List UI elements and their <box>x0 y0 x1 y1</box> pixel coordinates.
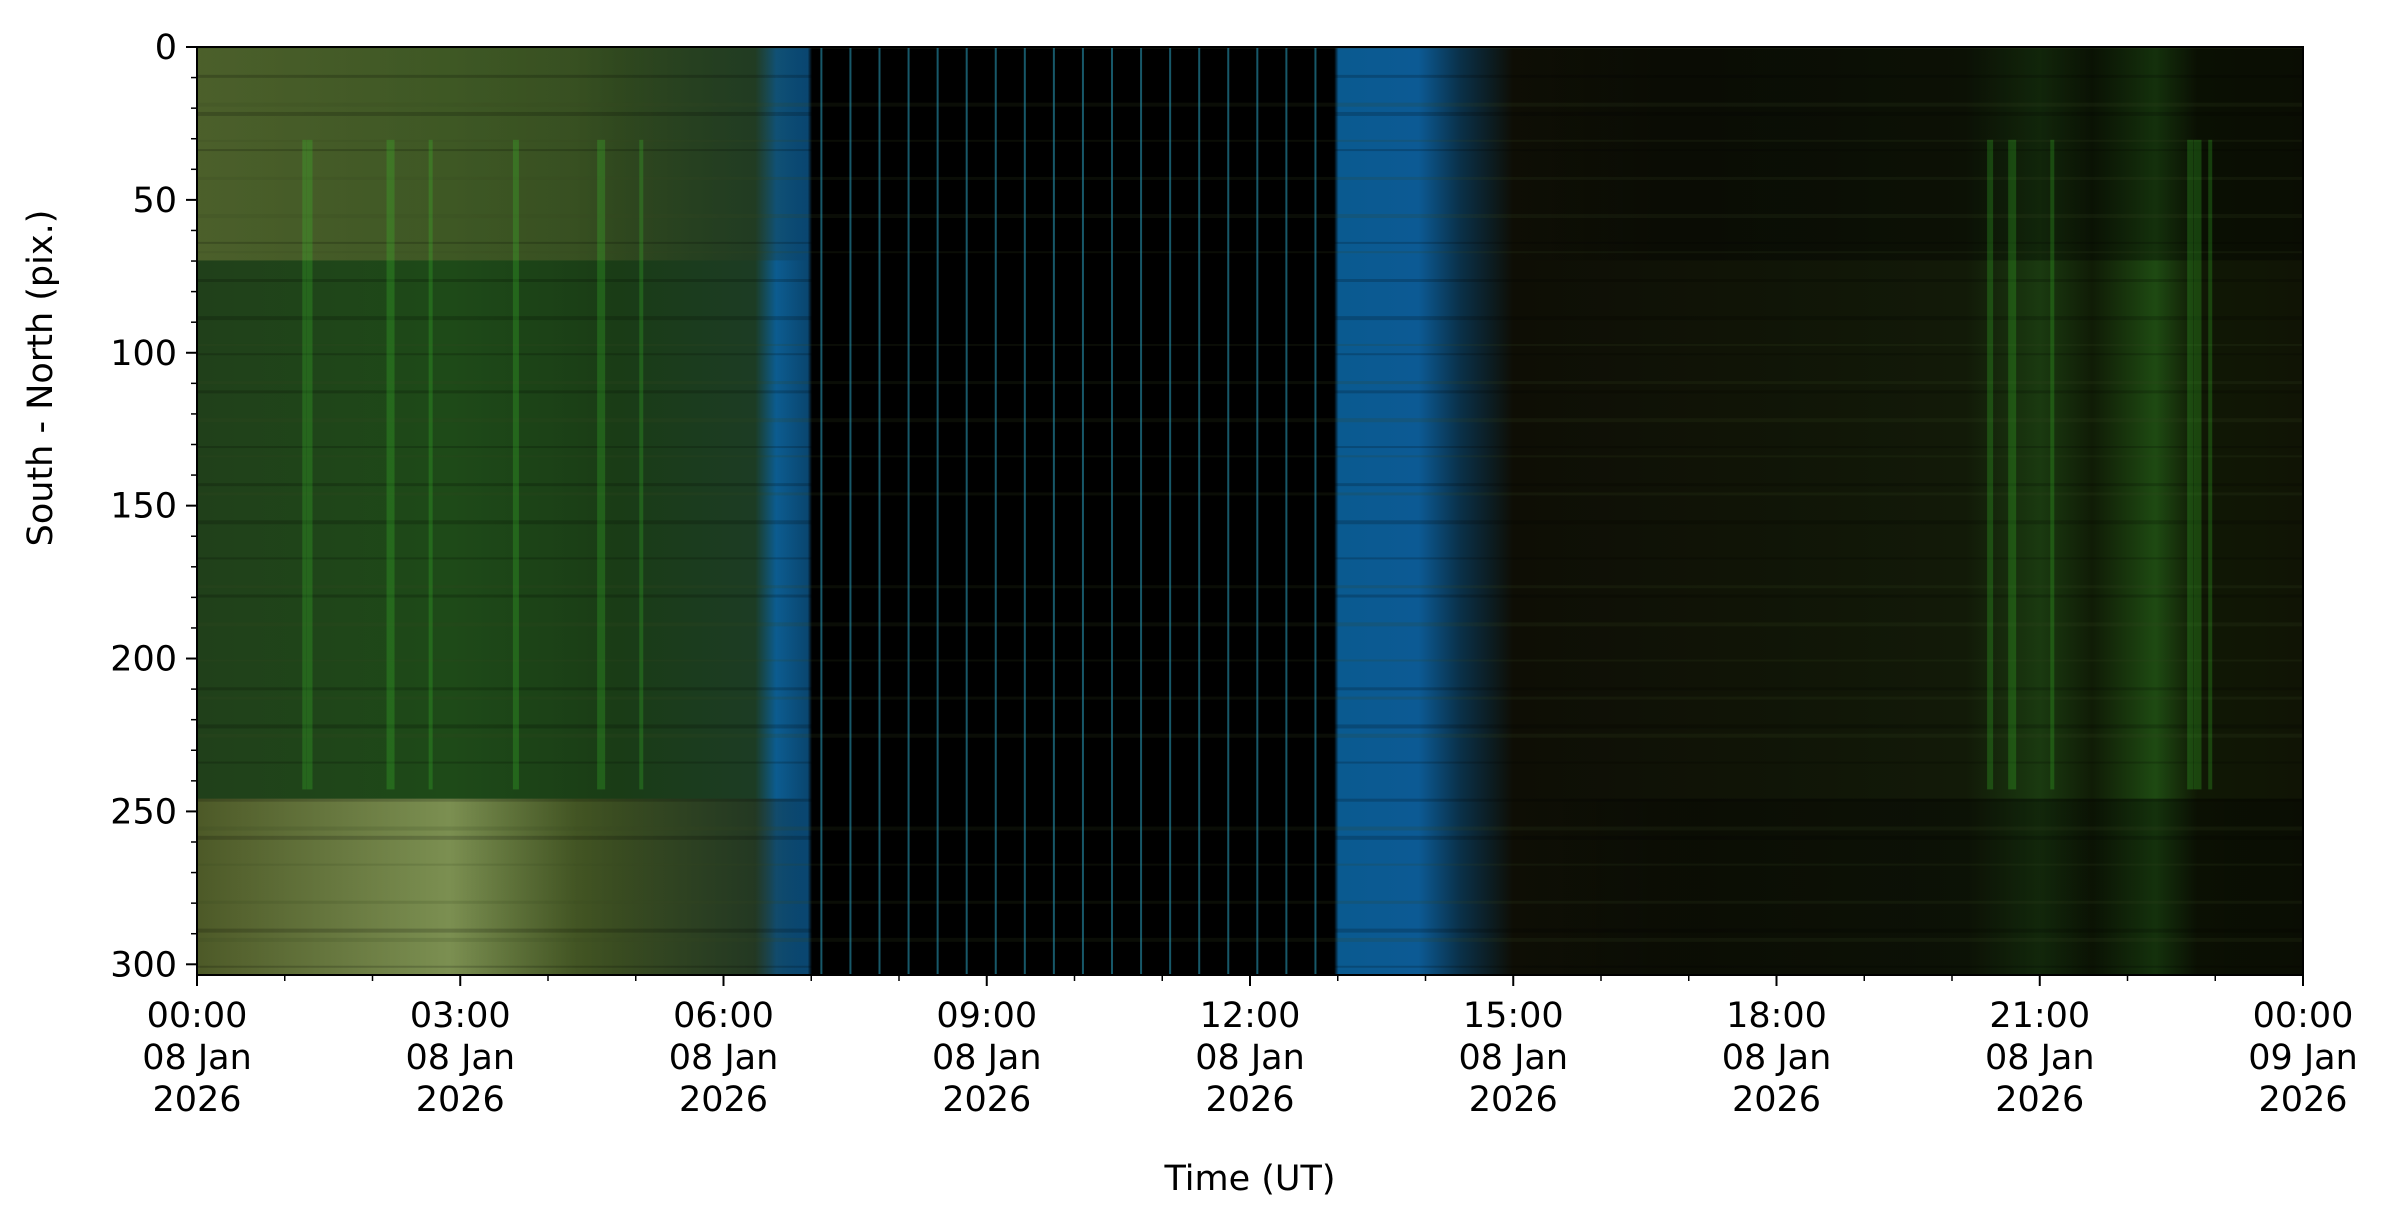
image-stripe <box>197 900 2303 904</box>
image-line <box>907 47 910 975</box>
image-line <box>936 47 939 975</box>
image-stripe <box>197 74 2303 78</box>
image-stripe <box>197 520 2303 525</box>
image-line <box>1285 47 1288 975</box>
image-stripe <box>197 594 2303 598</box>
image-stripe <box>197 353 2303 356</box>
image-line <box>820 47 823 975</box>
image-line <box>849 47 852 975</box>
image-stripe <box>197 965 2303 968</box>
image-stripe <box>197 557 2303 560</box>
x-axis-label: Time (UT) <box>1163 1159 1335 1199</box>
image-streak <box>1987 139 1994 790</box>
image-line <box>1227 47 1230 975</box>
image-streak <box>639 139 644 790</box>
image-stripe <box>197 214 2303 219</box>
x-tick-label: 18:00 08 Jan 2026 <box>1722 996 1832 1120</box>
image-streak <box>597 139 606 790</box>
image-stripe <box>197 390 2303 394</box>
image-stripe <box>197 251 2303 254</box>
x-tick-label: 00:00 09 Jan 2026 <box>2248 996 2358 1120</box>
image-stripe <box>197 176 2303 180</box>
image-line <box>1314 47 1317 975</box>
image-band <box>197 47 2303 261</box>
image-stripe <box>197 279 2303 282</box>
image-streak <box>2187 139 2194 790</box>
image-stripe <box>197 928 2303 933</box>
image-stripe <box>197 585 2303 589</box>
image-streak <box>2208 139 2213 790</box>
y-axis-label: South - North (pix.) <box>21 210 61 547</box>
image-streak <box>302 139 307 790</box>
image-stripe <box>197 316 2303 321</box>
image-streak <box>386 139 395 790</box>
x-tick-label: 15:00 08 Jan 2026 <box>1458 996 1568 1120</box>
image-streak <box>512 139 519 790</box>
image-stripe <box>197 102 2303 107</box>
image-streak <box>306 139 313 790</box>
image-stripe <box>197 455 2303 458</box>
image-stripe <box>197 381 2303 385</box>
y-tick-label: 150 <box>110 487 177 527</box>
image-stripe <box>197 687 2303 691</box>
image-stripe <box>197 937 2303 942</box>
image-streak <box>2193 139 2202 790</box>
image-stripe <box>197 446 2303 449</box>
y-tick-label: 250 <box>110 792 177 832</box>
image-line <box>878 47 881 975</box>
image-streak <box>2050 139 2055 790</box>
keogram-image <box>197 47 2303 975</box>
y-tick-label: 100 <box>110 334 177 374</box>
x-tick-label: 09:00 08 Jan 2026 <box>932 996 1042 1120</box>
image-line <box>1169 47 1172 975</box>
image-stripe <box>197 835 2303 840</box>
image-stripe <box>197 798 2303 802</box>
image-line <box>1111 47 1114 975</box>
image-line <box>1140 47 1143 975</box>
image-band <box>197 798 2303 975</box>
image-streak <box>2008 139 2017 790</box>
image-streak <box>428 139 433 790</box>
y-tick-label: 0 <box>155 28 177 68</box>
image-stripe <box>197 761 2303 764</box>
image-stripe <box>197 863 2303 866</box>
axes: 00:00 08 Jan 2026 03:00 08 Jan 2026 06:00 08 Ja… <box>110 28 2358 1120</box>
image-line <box>1023 47 1026 975</box>
image-line <box>1081 47 1084 975</box>
x-tick-label: 03:00 08 Jan 2026 <box>405 996 515 1120</box>
x-tick-label: 00:00 08 Jan 2026 <box>142 996 252 1120</box>
image-stripe <box>197 724 2303 729</box>
image-stripe <box>197 241 2303 244</box>
image-line <box>1256 47 1259 975</box>
y-tick-label: 200 <box>110 640 177 680</box>
image-stripe <box>197 492 2303 496</box>
image-stripe <box>197 149 2303 152</box>
image-stripe <box>197 733 2303 738</box>
image-line <box>1198 47 1201 975</box>
x-tick-label: 21:00 08 Jan 2026 <box>1985 996 2095 1120</box>
image-stripe <box>197 111 2303 116</box>
image-stripe <box>197 139 2303 142</box>
image-line <box>965 47 968 975</box>
image-stripe <box>197 483 2303 487</box>
image-stripe <box>197 659 2303 662</box>
x-tick-label: 12:00 08 Jan 2026 <box>1195 996 1305 1120</box>
y-tick-label: 50 <box>132 181 177 221</box>
y-tick-label: 300 <box>110 945 177 985</box>
image-stripe <box>197 343 2303 346</box>
image-stripe <box>197 418 2303 423</box>
image-line <box>994 47 997 975</box>
image-line <box>1052 47 1055 975</box>
image-stripe <box>197 622 2303 627</box>
image-stripe <box>197 696 2303 700</box>
image-stripe <box>197 826 2303 831</box>
x-tick-label: 06:00 08 Jan 2026 <box>669 996 779 1120</box>
